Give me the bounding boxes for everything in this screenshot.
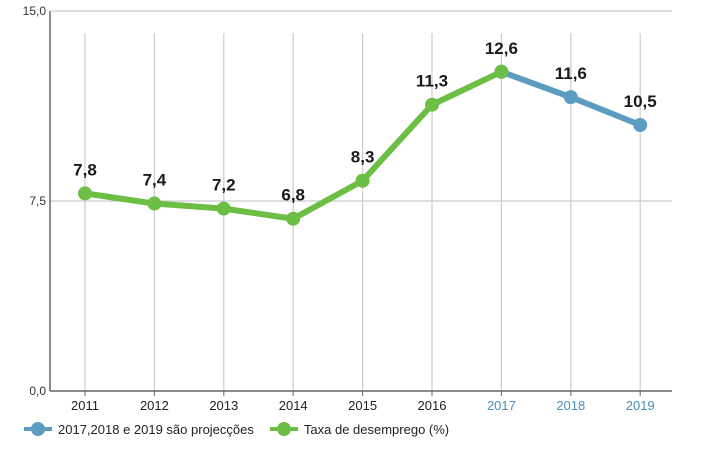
data-label: 8,3 xyxy=(351,148,375,167)
legend: 2017,2018 e 2019 são projecções Taxa de … xyxy=(24,419,449,439)
x-tick-label: 2012 xyxy=(140,398,169,413)
data-label: 6,8 xyxy=(281,186,305,205)
projection-legend-label: 2017,2018 e 2019 são projecções xyxy=(58,421,254,437)
x-tick-label: 2014 xyxy=(279,398,308,413)
x-tick-label: 2011 xyxy=(71,398,99,413)
data-point xyxy=(78,186,92,201)
data-point xyxy=(147,196,162,211)
x-tick-label: 2018 xyxy=(556,398,585,413)
data-point xyxy=(216,201,231,216)
y-tick-label: 0,0 xyxy=(29,384,46,398)
data-point xyxy=(494,64,509,79)
data-label: 7,8 xyxy=(73,160,97,179)
rate-legend-marker xyxy=(269,422,298,436)
rate-legend-label: Taxa de desemprego (%) xyxy=(303,421,450,437)
data-point xyxy=(633,118,648,132)
x-tick-label: 2015 xyxy=(348,398,377,413)
data-label: 7,4 xyxy=(143,171,167,190)
y-tick-label: 7,5 xyxy=(29,194,46,208)
x-tick-label: 2013 xyxy=(209,398,238,413)
data-point xyxy=(425,97,439,112)
data-label: 12,6 xyxy=(485,39,518,58)
data-point xyxy=(355,173,370,188)
data-label: 10,5 xyxy=(624,92,657,111)
y-tick-label: 15,0 xyxy=(23,4,47,18)
x-tick-label: 2017 xyxy=(487,398,516,413)
data-point xyxy=(563,90,578,105)
x-tick-label: 2016 xyxy=(418,398,447,413)
x-tick-label: 2019 xyxy=(626,398,655,413)
projection-legend-marker xyxy=(24,422,52,436)
data-label: 11,6 xyxy=(555,64,587,83)
data-label: 11,3 xyxy=(416,72,448,91)
data-point xyxy=(286,211,301,226)
data-label: 7,2 xyxy=(212,176,236,195)
